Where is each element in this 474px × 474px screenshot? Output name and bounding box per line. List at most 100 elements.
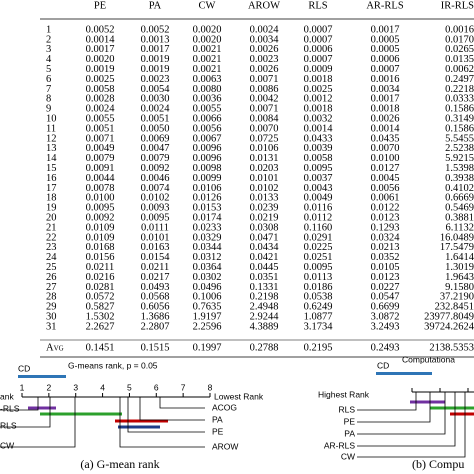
- cell: 0.4102: [445, 183, 474, 194]
- cell: 0.0105: [371, 262, 400, 273]
- cell: 17.5479: [440, 242, 474, 253]
- cell: 0.0092: [86, 213, 115, 224]
- connector: [357, 392, 456, 447]
- cell: 0.0096: [193, 153, 222, 164]
- cell: 0.1006: [193, 292, 222, 303]
- connector: [139, 397, 205, 421]
- cell: 0.0471: [250, 232, 279, 243]
- connector: [0, 397, 51, 428]
- cell: 1.0877: [304, 312, 333, 323]
- row-index: 12: [46, 133, 57, 144]
- connector: [357, 392, 446, 435]
- row-index: 30: [46, 312, 57, 323]
- cell: 0.0034: [371, 84, 401, 95]
- cell: 0.0071: [250, 74, 279, 85]
- cell: 0.0049: [86, 143, 115, 154]
- method-label: AROW: [212, 441, 238, 451]
- cell: 0.0116: [304, 203, 333, 214]
- cell: 0.0302: [193, 272, 222, 283]
- cell: 0.0012: [304, 94, 333, 105]
- cell: 1.9643: [445, 272, 474, 283]
- cell: 0.0019: [141, 64, 170, 75]
- cell: 37.2190: [440, 292, 474, 303]
- row-index: 25: [46, 262, 57, 273]
- row-index: 17: [46, 183, 57, 194]
- cell: 0.2788: [250, 342, 279, 353]
- cell: 0.0028: [86, 94, 115, 105]
- cell: 0.0170: [445, 34, 474, 45]
- cell: 0.0091: [86, 163, 115, 174]
- cell: 0.0005: [371, 44, 400, 55]
- cell: 0.0344: [193, 242, 223, 253]
- cell: 0.0051: [86, 123, 115, 134]
- cell: 0.0013: [141, 34, 170, 45]
- row-index: 3: [46, 44, 51, 55]
- axis-end-label: Highest Rank: [318, 389, 370, 399]
- cell: 2.2807: [141, 321, 170, 332]
- cell: 0.0056: [371, 183, 400, 194]
- cell: 0.0055: [193, 104, 222, 115]
- cell: 0.0051: [141, 114, 170, 125]
- cell: 0.1451: [86, 342, 115, 353]
- cell: 0.0043: [304, 183, 333, 194]
- cell: 2.5238: [445, 143, 474, 154]
- cell: 0.0291: [304, 232, 333, 243]
- cell: 0.0020: [193, 34, 222, 45]
- cell: 9.1580: [445, 282, 474, 293]
- cell: 0.0127: [371, 163, 400, 174]
- cell: 0.0066: [193, 114, 222, 125]
- caption: (a) G-mean rank: [80, 457, 159, 471]
- cell: 0.0009: [304, 64, 333, 75]
- cell: 0.0099: [193, 173, 222, 184]
- cell: 0.0017: [86, 44, 115, 55]
- cell: 0.0018: [304, 104, 333, 115]
- cell: 0.0095: [304, 163, 333, 174]
- connector: [0, 397, 39, 411]
- cell: 0.0227: [371, 282, 400, 293]
- cell: 0.0265: [445, 44, 474, 55]
- axis-tick-label: 7: [181, 382, 186, 392]
- row-index: 13: [46, 143, 57, 154]
- connector: [357, 392, 431, 423]
- cell: 0.0058: [304, 153, 333, 164]
- cell: 0.0093: [141, 203, 170, 214]
- cell: 0.1515: [141, 342, 170, 353]
- method-label: -RLS: [0, 403, 20, 413]
- cell: 2.2596: [193, 321, 222, 332]
- cell: 0.0046: [141, 173, 170, 184]
- cell: 0.0547: [371, 292, 400, 303]
- figure-title: Computationa: [402, 354, 455, 364]
- connector: [357, 392, 466, 458]
- cell: 0.0006: [371, 54, 400, 65]
- cell: 0.0071: [86, 133, 115, 144]
- cell: 0.0156: [86, 252, 115, 263]
- row-index: 21: [46, 222, 57, 233]
- axis-tick-label: 6: [154, 382, 159, 392]
- cd-label: CD: [18, 363, 30, 373]
- cell: 2.4948: [250, 302, 279, 313]
- cell: 0.0026: [250, 44, 279, 55]
- cell: 0.0054: [141, 84, 171, 95]
- cell: 0.0007: [371, 64, 400, 75]
- cell: 0.0308: [250, 222, 279, 233]
- cell: 0.0098: [193, 163, 222, 174]
- figure-title: G-means rank, p = 0.05: [68, 360, 158, 370]
- cell: 6.1132: [446, 222, 474, 233]
- method-label: RLS: [338, 404, 355, 414]
- cell: 0.0421: [250, 252, 279, 263]
- cell: 4.3889: [250, 321, 279, 332]
- row-index: 1: [46, 24, 51, 35]
- cell: 0.2198: [250, 292, 279, 303]
- cell: 3.0872: [371, 312, 400, 323]
- cell: 0.0024: [86, 104, 116, 115]
- cell: 0.0568: [141, 292, 170, 303]
- cell: 0.0100: [86, 193, 115, 204]
- cell: 0.2497: [445, 74, 474, 85]
- cell: 0.0037: [304, 173, 333, 184]
- cell: 0.0131: [250, 153, 279, 164]
- column-header: PA: [149, 0, 162, 11]
- cell: 0.0102: [250, 183, 279, 194]
- cell: 0.0014: [86, 34, 116, 45]
- cell: 0.0281: [86, 282, 115, 293]
- cell: 0.0078: [86, 183, 115, 194]
